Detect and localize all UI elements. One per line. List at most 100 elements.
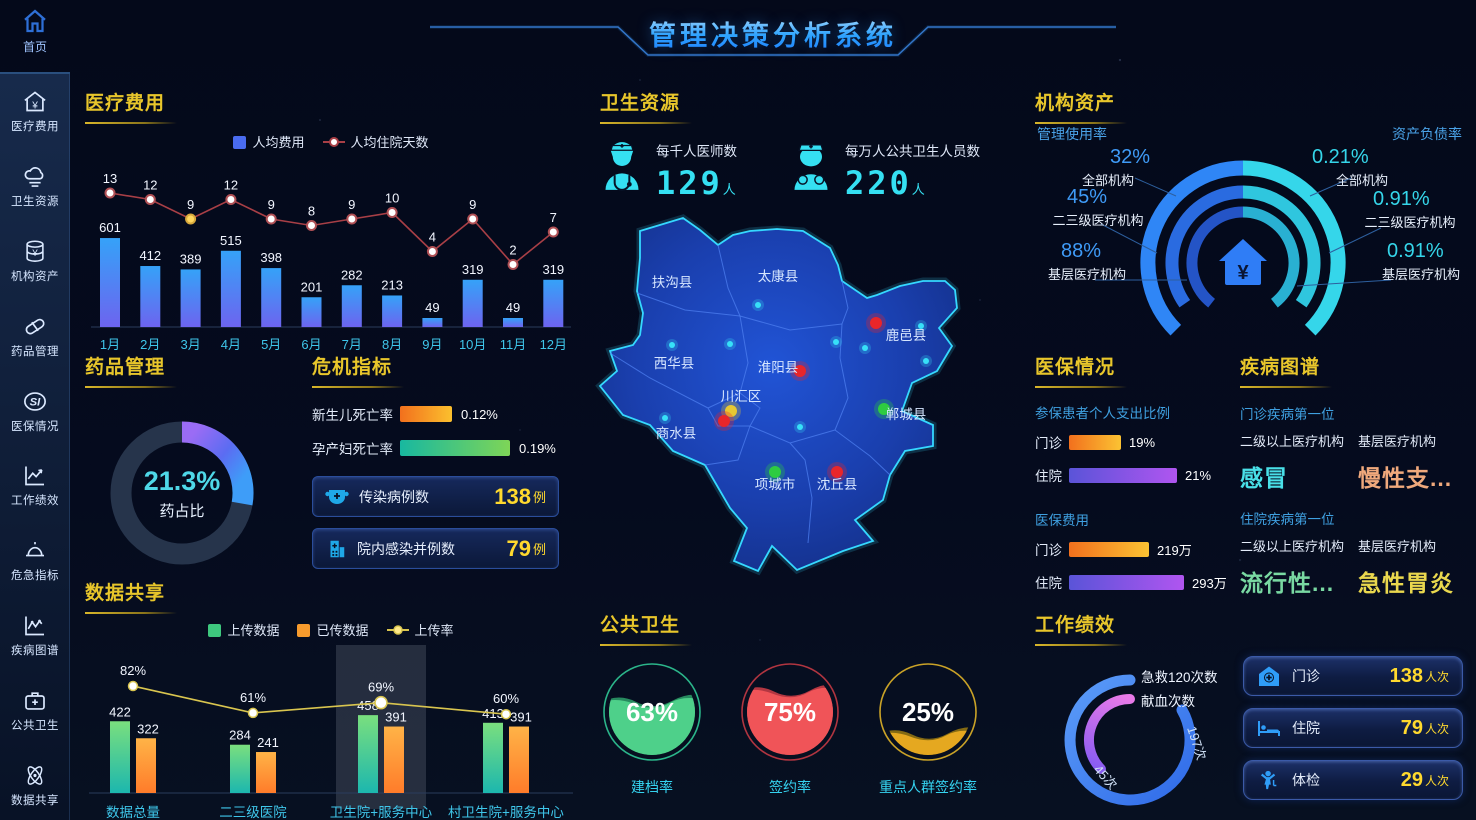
org-label: 二级以上医疗机构 xyxy=(1240,539,1345,554)
sidebar-item-home[interactable]: 首页 xyxy=(0,6,70,55)
map-marker-沈丘县[interactable] xyxy=(831,466,843,478)
liquid-gauge-建档率: 63% 建档率 xyxy=(600,660,704,797)
map-label-沈丘县[interactable]: 沈丘县 xyxy=(817,477,858,492)
sidebar-item-7[interactable]: 疾病图谱 xyxy=(0,612,70,658)
sidebar-item-label: 机构资产 xyxy=(11,270,59,283)
map-label-扶沟县[interactable]: 扶沟县 xyxy=(652,275,693,290)
map-small-dot[interactable] xyxy=(662,415,668,421)
bar-upload xyxy=(483,722,503,793)
nurse-stat: 每万人公共卫生人员数 220人 xyxy=(789,140,980,202)
sidebar-item-2[interactable]: ¥ 机构资产 xyxy=(0,238,70,284)
header-frame xyxy=(430,25,1116,57)
data-share-legend: 上传数据 已传数据 上传率 xyxy=(85,620,577,639)
map-small-dot[interactable] xyxy=(797,424,803,430)
line-point xyxy=(265,213,277,225)
line-series xyxy=(109,192,554,266)
map-label-淮阳县[interactable]: 淮阳县 xyxy=(758,360,799,375)
sidebar-item-1[interactable]: 卫生资源 xyxy=(0,163,70,209)
map-label-鹿邑县[interactable]: 鹿邑县 xyxy=(886,327,927,343)
map-small-dot[interactable] xyxy=(862,345,868,351)
district-border xyxy=(636,292,741,317)
disease-name: 慢性支... xyxy=(1358,465,1453,491)
line-point xyxy=(225,194,237,205)
x-axis-label: 村卫生院+服务中心 xyxy=(448,805,564,820)
bar-value: 422 xyxy=(109,704,131,719)
disease-name: 流行性... xyxy=(1240,570,1335,596)
liquid-gauges: 63% 建档率 75% 签约率 25% 重点人群签约率 xyxy=(600,660,1030,797)
bar-value: 458 xyxy=(357,698,379,713)
sidebar-item-3[interactable]: 药品管理 xyxy=(0,313,70,359)
sidebar-item-9[interactable]: 数据共享 xyxy=(0,762,70,808)
map-small-dot[interactable] xyxy=(918,323,924,329)
map-marker-淮阳县[interactable] xyxy=(794,365,806,377)
district-border xyxy=(609,352,709,409)
legend-item-sent[interactable]: 已传数据 xyxy=(297,620,369,639)
map-label-郸城县[interactable]: 郸城县 xyxy=(886,407,927,422)
hospital-icon xyxy=(330,540,345,557)
bar-7月 xyxy=(341,285,362,327)
section-title: 医保情况 xyxy=(1035,352,1233,388)
line-point xyxy=(386,207,398,218)
disease-name: 急性胃炎 xyxy=(1358,570,1454,596)
map-marker-川汇区[interactable] xyxy=(725,405,737,417)
rate-value: 69% xyxy=(368,680,394,695)
si-badge-icon: SI xyxy=(24,391,46,411)
callout-line xyxy=(1309,177,1352,197)
legend-item-rate[interactable]: 上传率 xyxy=(386,620,454,639)
map-label-川汇区[interactable]: 川汇区 xyxy=(721,389,762,404)
map-marker-商水县[interactable] xyxy=(718,415,730,427)
bar-value: 322 xyxy=(137,721,159,736)
line-value: 12 xyxy=(224,178,238,193)
bar-10月 xyxy=(462,279,483,327)
legend-item-bar[interactable]: 人均费用 xyxy=(233,132,305,151)
map-marker-鹿邑县[interactable] xyxy=(870,317,882,329)
map-label-项城市[interactable]: 项城市 xyxy=(755,476,796,492)
liquid-gauge-签约率: 75% 签约率 xyxy=(738,660,842,797)
map-marker-项城市[interactable] xyxy=(769,466,781,478)
map-label-商水县[interactable]: 商水县 xyxy=(656,426,697,441)
bar-value: 282 xyxy=(341,267,363,282)
section-insurance: 医保情况 参保患者个人支出比例 门诊 19% 住院 21% 医保费用 门诊 21… xyxy=(1035,352,1233,592)
section-performance: 工作绩效 197次 45次 急救120次数 献血次数 xyxy=(1035,610,1235,816)
map-small-dot[interactable] xyxy=(669,342,675,348)
sidebar-item-4[interactable]: SI 医保情况 xyxy=(0,388,70,434)
map-small-dot[interactable] xyxy=(833,339,839,345)
gauge-callout: 45% xyxy=(1066,186,1107,208)
map-small-dot[interactable] xyxy=(727,341,733,347)
right-gauge-title: 资产负债率 xyxy=(1392,126,1462,142)
sidebar-item-0[interactable]: ¥ 医疗费用 xyxy=(0,88,70,134)
sidebar-item-8[interactable]: 公共卫生 xyxy=(0,687,70,733)
card-value: 79 xyxy=(1400,716,1423,739)
liquid-value: 63% xyxy=(626,697,678,727)
map-marker-郸城县[interactable] xyxy=(878,403,890,415)
gauge-callout: 基层医疗机构 xyxy=(1047,267,1126,282)
map-small-dot[interactable] xyxy=(923,358,929,364)
map-label-太康县[interactable]: 太康县 xyxy=(758,268,799,284)
sidebar-item-label: 医疗费用 xyxy=(11,121,59,133)
map-label-西华县[interactable]: 西华县 xyxy=(654,356,695,371)
pulse-chart-icon xyxy=(25,616,44,636)
doctor-stat: 每千人医师数 129人 xyxy=(600,140,737,202)
bar-value: 213 xyxy=(381,277,403,292)
section-crisis: 危机指标 新生儿死亡率 0.12% 孕产妇死亡率 0.19% 传染病例数 138… xyxy=(312,352,577,578)
line-point xyxy=(346,213,358,225)
liquid-label: 重点人群签约率 xyxy=(879,779,977,795)
line-point xyxy=(467,213,479,225)
svg-text:¥: ¥ xyxy=(1237,262,1249,284)
infectious-cases-panel: 传染病例数 138 例 xyxy=(312,476,559,517)
line-point xyxy=(426,246,438,257)
gauge-arc-left xyxy=(1186,206,1244,308)
card-value: 29 xyxy=(1400,768,1423,791)
sidebar-item-5[interactable]: 工作绩效 xyxy=(0,462,70,508)
legend-item-line[interactable]: 人均住院天数 xyxy=(322,132,429,151)
insurance-row: 门诊 219万 xyxy=(1035,541,1192,558)
stat-value: 220 xyxy=(845,164,912,202)
section-title: 数据共享 xyxy=(85,578,577,614)
bar-value: 412 xyxy=(139,248,161,263)
x-axis-label: 8月 xyxy=(382,337,402,352)
card-value: 138 xyxy=(1389,664,1423,687)
sidebar-item-6[interactable]: 危急指标 xyxy=(0,537,70,583)
map-small-dot[interactable] xyxy=(755,302,761,308)
legend-item-upload[interactable]: 上传数据 xyxy=(208,620,279,639)
